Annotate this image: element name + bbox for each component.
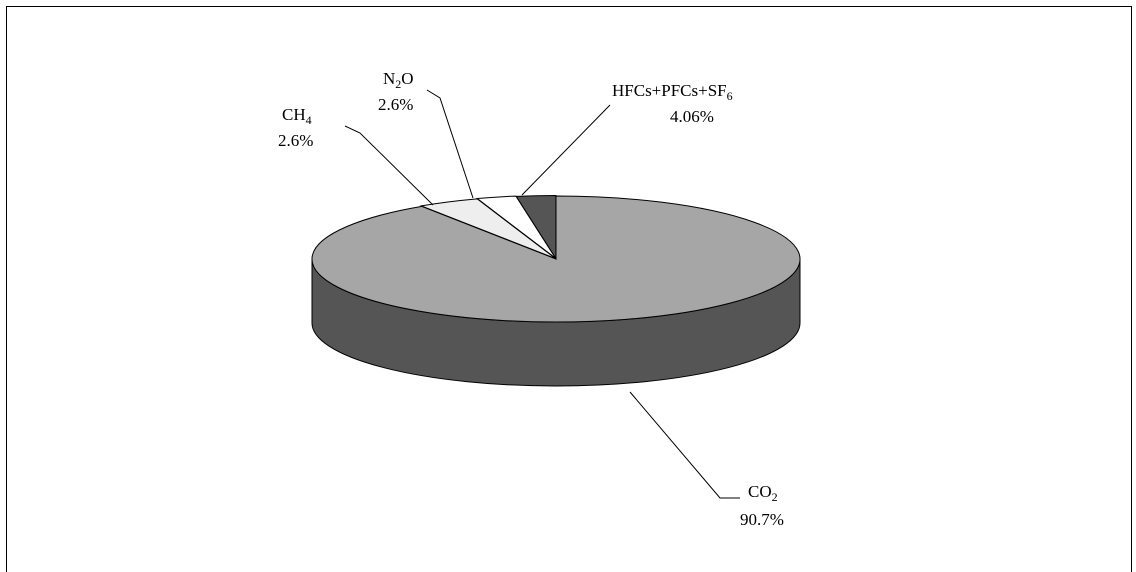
chart-frame [6, 6, 1132, 572]
slice-value-hfcs-pfcs-sf6: 4.06% [670, 107, 714, 126]
leader-lines [344, 89, 740, 499]
slice-label-co2: CO2 [748, 482, 778, 504]
leader-n2o [426, 89, 474, 199]
slice-value-n2o: 2.6% [378, 95, 413, 114]
slice-label-hfcs-pfcs-sf6: HFCs+PFCs+SF6 [612, 81, 733, 103]
slice-value-co2: 90.7% [740, 510, 784, 529]
leader-co2 [629, 391, 740, 499]
slice-labels: CO2 90.7% CH4 2.6% N2O 2.6% HFCs+PFCs+SF… [278, 69, 784, 529]
pie-slice-ch4 [515, 195, 557, 261]
slice-label-n2o: N2O [383, 69, 414, 91]
slice-label-ch4: CH4 [282, 105, 312, 127]
leader-ch4 [344, 125, 434, 206]
leader-hfcs-pfcs-sf6 [521, 104, 611, 196]
slice-value-ch4: 2.6% [278, 131, 313, 150]
pie-tops [311, 195, 801, 323]
